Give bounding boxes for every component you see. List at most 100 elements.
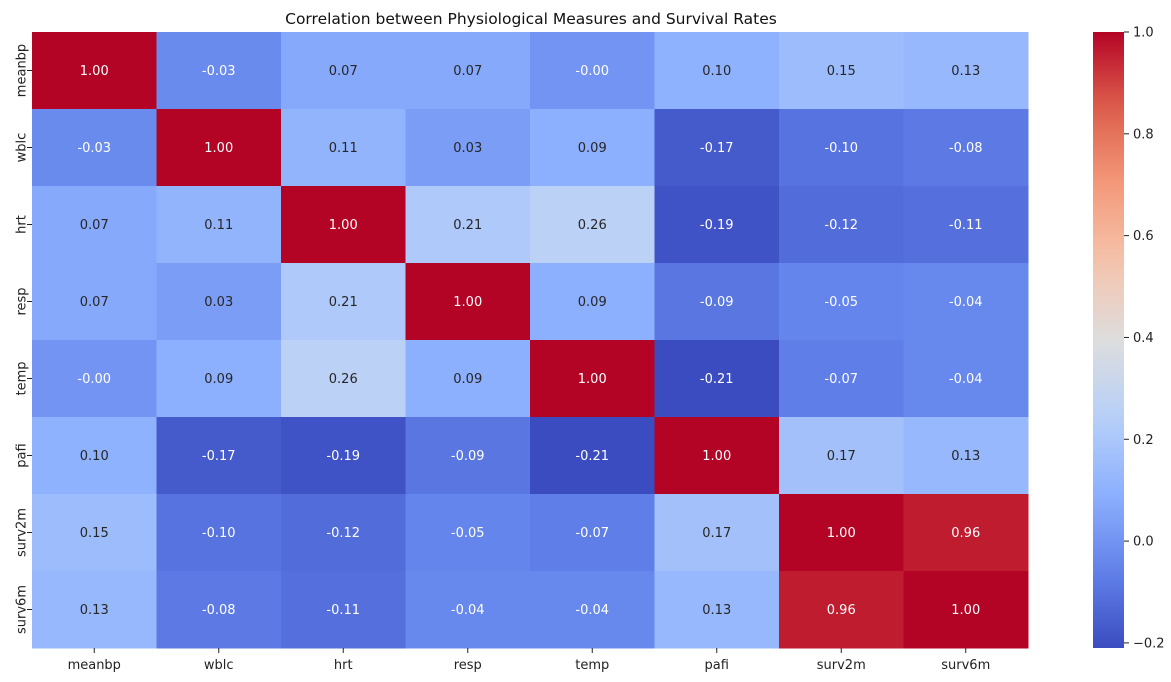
heatmap-cell — [654, 32, 780, 110]
cell-value-label: -0.04 — [575, 603, 609, 618]
colorbar-tick-label: 0.0 — [1133, 535, 1154, 550]
cell-value-label: -0.08 — [202, 603, 236, 618]
cell-value-label: 0.96 — [951, 526, 980, 541]
heatmap-cell — [903, 494, 1029, 572]
heatmap-cell — [779, 494, 904, 572]
cell-value-label: 0.09 — [578, 295, 607, 310]
cell-value-label: -0.03 — [202, 64, 236, 79]
cell-value-label: 1.00 — [702, 449, 731, 464]
cell-value-label: 0.26 — [329, 372, 358, 387]
heatmap-cell — [530, 340, 655, 418]
heatmap-cells: 1.00 -0.03 0.07 0.07 -0.00 0.10 0.15 0.13 -0.03 1… — [32, 32, 1029, 649]
x-tick-label: temp — [575, 658, 609, 673]
cell-value-label: -0.12 — [824, 218, 858, 233]
heatmap-cell — [903, 571, 1029, 649]
cell-value-label: 0.15 — [827, 64, 856, 79]
cell-value-label: -0.04 — [949, 372, 983, 387]
cell-value-label: -0.12 — [326, 526, 360, 541]
cell-value-label: 0.96 — [827, 603, 856, 618]
colorbar-tick-label: −0.2 — [1133, 636, 1165, 651]
heatmap-cell — [156, 571, 282, 649]
heatmap-cell — [779, 263, 904, 341]
cell-value-label: -0.09 — [451, 449, 485, 464]
heatmap-cell — [530, 32, 655, 110]
heatmap-cell — [405, 340, 531, 418]
cell-value-label: 0.09 — [204, 372, 233, 387]
cell-value-label: -0.07 — [575, 526, 609, 541]
heatmap-cell — [654, 417, 780, 495]
heatmap-cell — [530, 494, 655, 572]
cell-value-label: -0.10 — [824, 141, 858, 156]
heatmap-cell — [32, 32, 157, 110]
colorbar-tick-label: 0.4 — [1133, 331, 1154, 346]
cell-value-label: 0.13 — [702, 603, 731, 618]
cell-value-label: -0.04 — [949, 295, 983, 310]
cell-value-label: -0.00 — [77, 372, 111, 387]
heatmap-cell — [903, 32, 1029, 110]
heatmap-cell — [654, 340, 780, 418]
cell-value-label: 0.21 — [453, 218, 482, 233]
colorbar — [1093, 32, 1124, 648]
cell-value-label: 0.13 — [80, 603, 109, 618]
heatmap-cell — [32, 109, 157, 187]
heatmap-cell — [530, 263, 655, 341]
cell-value-label: 0.03 — [453, 141, 482, 156]
cell-value-label: -0.21 — [700, 372, 734, 387]
heatmap-cell — [32, 417, 157, 495]
cell-value-label: 0.03 — [204, 295, 233, 310]
heatmap-cell — [530, 109, 655, 187]
heatmap-cell — [654, 494, 780, 572]
cell-value-label: -0.03 — [77, 141, 111, 156]
colorbar-tick-label: 1.0 — [1133, 26, 1154, 41]
heatmap-cell — [281, 571, 406, 649]
cell-value-label: 0.07 — [453, 64, 482, 79]
y-tick-label: surv6m — [15, 585, 30, 634]
cell-value-label: -0.07 — [824, 372, 858, 387]
cell-value-label: -0.00 — [575, 64, 609, 79]
cell-value-label: -0.09 — [700, 295, 734, 310]
x-tick-label: pafi — [705, 658, 729, 673]
heatmap-cell — [156, 186, 282, 264]
cell-value-label: 0.26 — [578, 218, 607, 233]
cell-value-label: 0.11 — [329, 141, 358, 156]
heatmap-cell — [405, 263, 531, 341]
heatmap-cell — [779, 109, 904, 187]
heatmap-cell — [779, 417, 904, 495]
colorbar-tick-label: 0.8 — [1133, 127, 1154, 142]
cell-value-label: -0.05 — [451, 526, 485, 541]
chart-title: Correlation between Physiological Measur… — [285, 10, 777, 28]
heatmap-cell — [405, 417, 531, 495]
x-tick-label: hrt — [334, 658, 353, 673]
cell-value-label: 1.00 — [578, 372, 607, 387]
y-tick-label: resp — [15, 287, 30, 315]
heatmap-cell — [530, 417, 655, 495]
cell-value-label: 0.09 — [453, 372, 482, 387]
cell-value-label: 1.00 — [827, 526, 856, 541]
heatmap-cell — [281, 340, 406, 418]
cell-value-label: 0.10 — [702, 64, 731, 79]
cell-value-label: -0.05 — [824, 295, 858, 310]
y-tick-label: meanbp — [15, 44, 30, 97]
heatmap-cell — [903, 109, 1029, 187]
heatmap-cell — [779, 571, 904, 649]
heatmap-cell — [405, 494, 531, 572]
heatmap-cell — [32, 494, 157, 572]
heatmap-cell — [32, 186, 157, 264]
cell-value-label: -0.11 — [326, 603, 360, 618]
cell-value-label: -0.19 — [326, 449, 360, 464]
heatmap-cell — [281, 494, 406, 572]
colorbar-ticks: −0.2 0.0 0.2 0.4 0.6 0.8 1.0 — [1124, 26, 1165, 651]
cell-value-label: -0.08 — [949, 141, 983, 156]
cell-value-label: 0.17 — [827, 449, 856, 464]
cell-value-label: 0.13 — [951, 64, 980, 79]
cell-value-label: 1.00 — [204, 141, 233, 156]
cell-value-label: -0.17 — [700, 141, 734, 156]
y-axis-ticks: meanbp wblc hrt resp temp pafi surv2m surv6m — [15, 44, 32, 634]
cell-value-label: -0.04 — [451, 603, 485, 618]
cell-value-label: 1.00 — [80, 64, 109, 79]
cell-value-label: 0.07 — [80, 295, 109, 310]
cell-value-label: 0.07 — [80, 218, 109, 233]
y-tick-label: temp — [15, 361, 30, 395]
cell-value-label: -0.19 — [700, 218, 734, 233]
